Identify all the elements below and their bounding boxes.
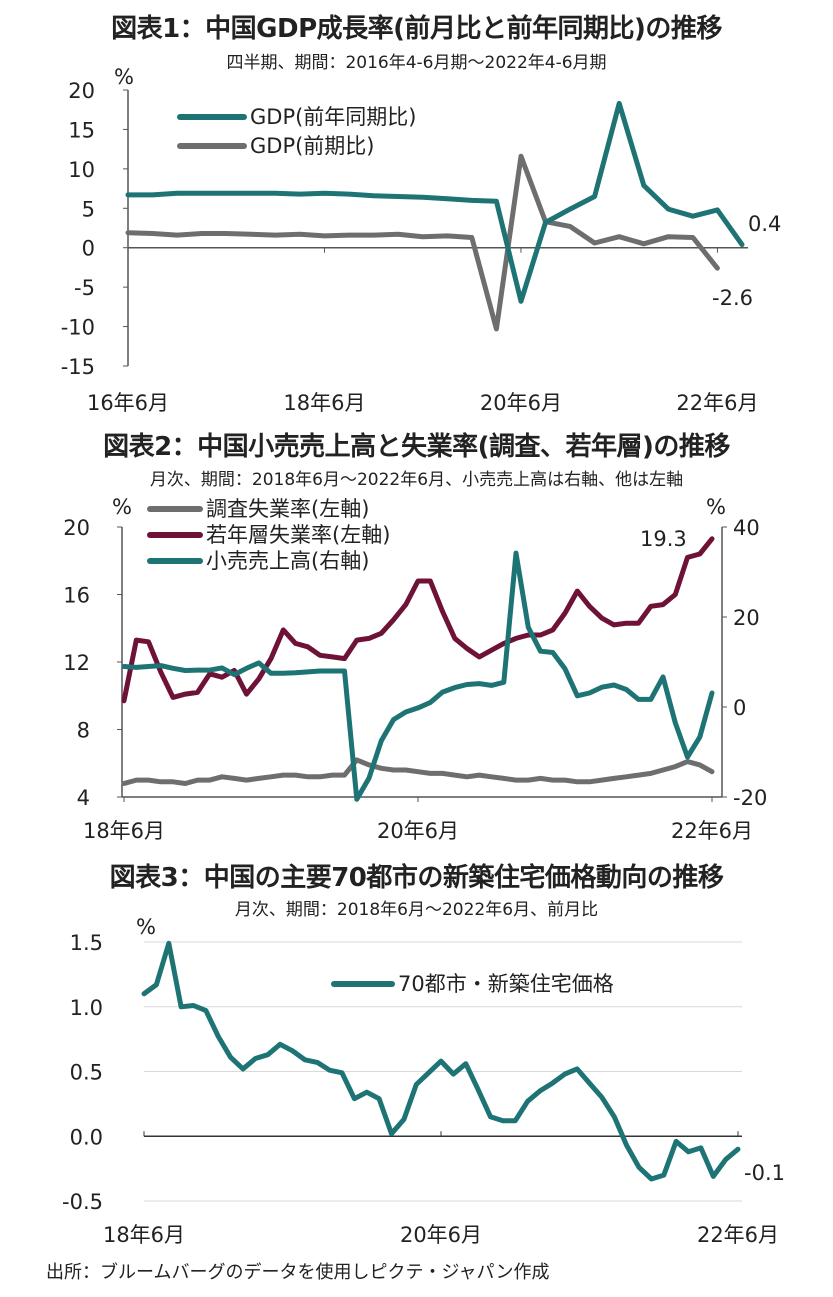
chart3-y-tick-label: 1.0 (70, 996, 103, 1020)
chart1-y-unit: % (114, 65, 134, 89)
chart2-right-tick-label: 0 (733, 696, 746, 720)
chart1-y-tick-label: -10 (61, 316, 95, 340)
chart2-right-unit: % (706, 495, 726, 519)
chart3-title: 図表3：中国の主要70都市の新築住宅価格動向の推移 (109, 863, 724, 893)
chart1-x-tick-label: 20年6月 (480, 391, 562, 415)
chart2-left-tick-label: 20 (63, 516, 90, 540)
chart1-y-tick-label: -15 (61, 355, 95, 379)
chart1-y-tick-label: 10 (68, 158, 95, 182)
chart1-series-gdp-qoq (125, 153, 720, 332)
chart3-y-tick-label: 0.5 (70, 1061, 103, 1085)
chart1-x-tick-label: 16年6月 (87, 391, 169, 415)
chart3-y-tick-label: -0.5 (62, 1190, 103, 1214)
chart2-series-unemployment (121, 757, 715, 786)
chart2-left-tick-label: 8 (77, 719, 90, 743)
chart1-svg: % 20 15 10 5 0 -5 -10 -15 16年6月 18年6月 20年6月 22年6月 GDP… (61, 65, 782, 415)
chart2-right-tick-label: -20 (733, 786, 767, 810)
chart2-svg: % % 20 16 12 8 4 40 20 0 -20 18年6月 20年6月 22年6月 調査失業率(左… (63, 495, 767, 843)
chart2-right-tick-label: 40 (733, 516, 760, 540)
chart1-y-tick-label: 20 (68, 79, 95, 103)
source-note: 出所：ブルームバーグのデータを使用しピクテ・ジャパン作成 (46, 1262, 550, 1283)
chart1-title: 図表1：中国GDP成長率(前月比と前年同期比)の推移 (111, 14, 722, 44)
chart2-series-youth-unemployment (121, 536, 715, 704)
chart3-legend-label: 70都市・新築住宅価格 (398, 972, 614, 996)
chart3-x-tick-label: 18年6月 (103, 1223, 185, 1247)
chart2-right-tick-label: 20 (733, 606, 760, 630)
chart1-x-tick-label: 18年6月 (283, 391, 365, 415)
chart2-subtitle: 月次、期間：2018年6月～2022年6月、小売売上高は右軸、他は左軸 (149, 470, 684, 490)
chart2-legend-retail-label: 小売売上高(右軸) (206, 549, 369, 573)
chart3-series-housing-price (141, 940, 741, 1182)
chart1-y-tick-label: -5 (74, 276, 95, 300)
chart2-left-tick-label: 12 (63, 651, 90, 675)
chart1-y-tick-label: 0 (82, 237, 95, 261)
chart2-left-unit: % (112, 495, 132, 519)
chart2-legend-unemployment-label: 調査失業率(左軸) (206, 497, 369, 521)
chart2-left-tick-label: 4 (77, 786, 90, 810)
chart1-x-tick-label: 22年6月 (676, 391, 758, 415)
chart1-subtitle: 四半期、期間：2016年4-6月期～2022年4-6月期 (226, 53, 607, 73)
chart2-legend-youth-label: 若年層失業率(左軸) (206, 523, 390, 547)
chart1-y-tick-label: 15 (68, 118, 95, 142)
chart2-left-tick-label: 16 (63, 584, 90, 608)
chart3-y-tick-label: 0.0 (70, 1125, 103, 1149)
chart3-x-tick-label: 22年6月 (697, 1223, 779, 1247)
chart2-annotation: 19.3 (640, 527, 687, 551)
chart2-x-tick-label: 22年6月 (671, 819, 753, 843)
chart3-subtitle: 月次、期間：2018年6月～2022年6月、前月比 (234, 900, 599, 920)
chart3-y-unit: % (136, 915, 156, 939)
chart1-series-gdp-yoy (125, 100, 745, 304)
chart3-y-tick-label: 1.5 (70, 931, 103, 955)
chart1-legend-yoy-label: GDP(前年同期比) (250, 105, 417, 129)
chart1-last-label-yoy: 0.4 (748, 212, 781, 236)
chart1-legend-qoq-label: GDP(前期比) (250, 134, 375, 158)
chart2-series-retail-sales (121, 550, 715, 802)
chart3-svg: 1.5 1.0 0.5 0.0 -0.5% 18年6月 20年6月 22年6月 70都市・新築住… (62, 915, 785, 1247)
chart3-last-label: -0.1 (744, 1161, 785, 1185)
chart1-last-label-qoq: -2.6 (712, 286, 753, 310)
chart2-x-tick-label: 20年6月 (377, 819, 459, 843)
chart1-y-tick-label: 5 (82, 197, 95, 221)
chart2-x-tick-label: 18年6月 (83, 819, 165, 843)
chart3-x-tick-label: 20年6月 (400, 1223, 482, 1247)
chart2-title: 図表2：中国小売売上高と失業率(調査、若年層)の推移 (103, 432, 730, 462)
